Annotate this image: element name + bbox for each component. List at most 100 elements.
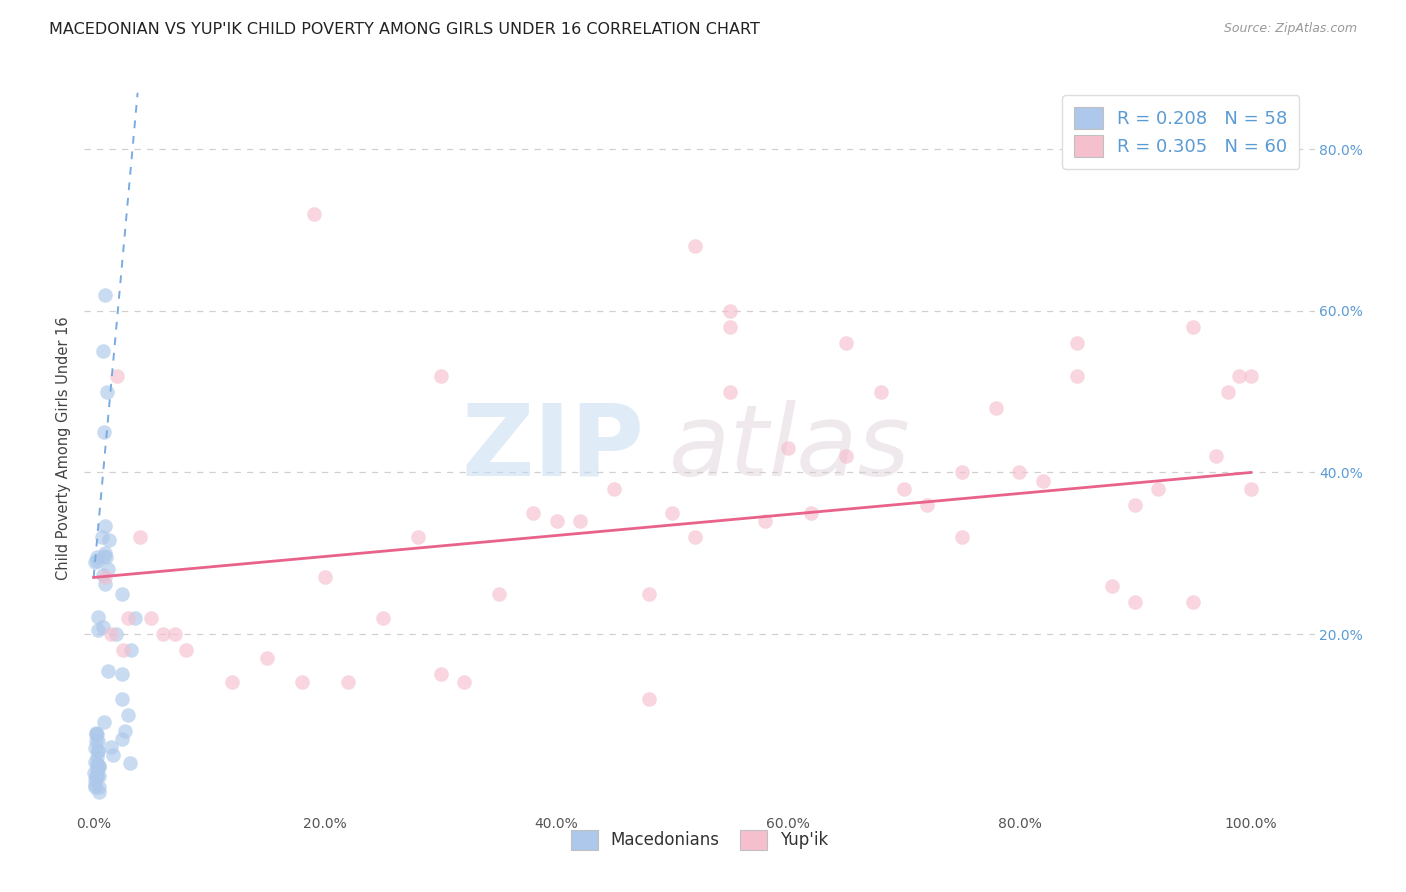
Point: [893, 482, 915, 496]
Point: [93, 546, 115, 560]
Point: [1008, 466, 1031, 480]
Point: [869, 384, 891, 399]
Point: [93, 344, 115, 359]
Point: [111, 731, 134, 746]
Point: [94, 519, 117, 533]
Point: [83, 766, 105, 780]
Point: [114, 723, 136, 738]
Point: [103, 748, 125, 763]
Point: [96, 384, 118, 399]
Point: [111, 667, 134, 681]
Point: [87, 758, 110, 772]
Point: [718, 320, 741, 334]
Point: [83, 780, 105, 794]
Point: [91, 567, 114, 582]
Point: [86, 727, 108, 741]
Point: [661, 506, 683, 520]
Point: [86, 750, 108, 764]
Point: [98, 533, 121, 547]
Legend: Macedonians, Yup'ik: Macedonians, Yup'ik: [562, 822, 837, 858]
Point: [86, 757, 108, 772]
Y-axis label: Child Poverty Among Girls Under 16: Child Poverty Among Girls Under 16: [56, 317, 72, 580]
Text: Source: ZipAtlas.com: Source: ZipAtlas.com: [1223, 22, 1357, 36]
Point: [776, 442, 799, 455]
Point: [152, 627, 174, 641]
Text: atlas: atlas: [669, 400, 910, 497]
Point: [174, 643, 197, 657]
Point: [1182, 595, 1205, 609]
Point: [83, 555, 105, 569]
Point: [986, 401, 1008, 415]
Point: [105, 368, 128, 383]
Point: [1240, 368, 1263, 383]
Point: [100, 740, 122, 755]
Point: [1123, 595, 1146, 609]
Point: [256, 651, 278, 665]
Point: [337, 675, 360, 690]
Point: [129, 530, 152, 544]
Point: [120, 643, 142, 657]
Point: [1205, 450, 1227, 464]
Point: [89, 769, 111, 783]
Point: [87, 733, 110, 747]
Point: [111, 643, 134, 657]
Point: [104, 627, 127, 641]
Point: [754, 514, 776, 528]
Point: [950, 530, 973, 544]
Point: [87, 610, 110, 624]
Point: [86, 769, 108, 783]
Point: [93, 549, 115, 564]
Point: [221, 675, 243, 690]
Point: [638, 587, 661, 601]
Point: [87, 744, 110, 758]
Point: [86, 762, 108, 776]
Point: [141, 611, 163, 625]
Point: [603, 482, 626, 496]
Point: [163, 627, 186, 641]
Point: [124, 611, 146, 625]
Point: [291, 675, 314, 690]
Point: [835, 450, 858, 464]
Point: [93, 715, 115, 730]
Point: [86, 554, 108, 568]
Point: [84, 740, 107, 755]
Point: [453, 675, 475, 690]
Point: [89, 785, 111, 799]
Point: [1182, 320, 1205, 334]
Point: [685, 239, 707, 253]
Point: [93, 425, 115, 439]
Point: [83, 755, 105, 769]
Point: [86, 727, 108, 741]
Point: [87, 759, 110, 773]
Point: [111, 691, 134, 706]
Point: [84, 778, 107, 792]
Point: [718, 384, 741, 399]
Point: [371, 611, 394, 625]
Point: [94, 576, 117, 591]
Point: [1101, 578, 1123, 592]
Point: [1032, 474, 1054, 488]
Point: [1147, 482, 1170, 496]
Point: [1240, 482, 1263, 496]
Point: [87, 758, 110, 772]
Point: [302, 207, 325, 221]
Point: [83, 773, 105, 788]
Point: [90, 531, 112, 545]
Point: [406, 530, 429, 544]
Point: [488, 587, 510, 601]
Point: [87, 743, 110, 757]
Point: [117, 611, 139, 625]
Point: [97, 562, 120, 576]
Point: [1216, 384, 1239, 399]
Point: [86, 624, 108, 638]
Point: [118, 756, 141, 771]
Point: [800, 506, 823, 520]
Point: [950, 466, 973, 480]
Point: [1066, 336, 1088, 351]
Point: [84, 734, 107, 748]
Point: [546, 514, 568, 528]
Point: [87, 780, 110, 794]
Point: [100, 627, 122, 641]
Point: [91, 620, 114, 634]
Point: [718, 304, 741, 318]
